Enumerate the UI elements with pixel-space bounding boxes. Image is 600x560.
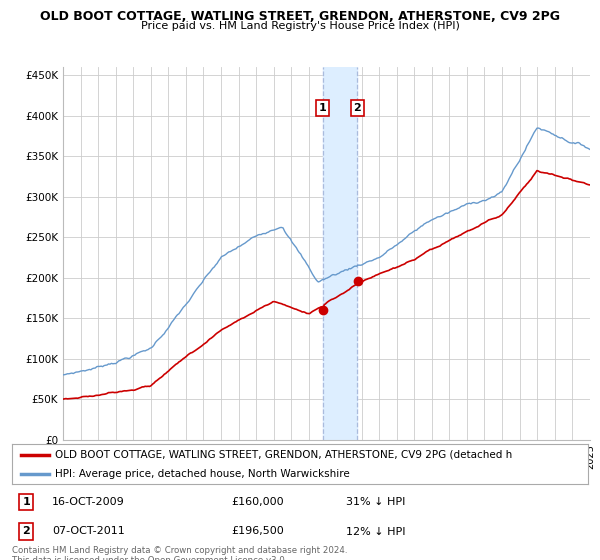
Text: HPI: Average price, detached house, North Warwickshire: HPI: Average price, detached house, Nort… xyxy=(55,469,350,478)
Text: 07-OCT-2011: 07-OCT-2011 xyxy=(52,526,125,536)
Text: £196,500: £196,500 xyxy=(231,526,284,536)
Text: 2: 2 xyxy=(23,526,30,536)
Text: 16-OCT-2009: 16-OCT-2009 xyxy=(52,497,125,507)
Text: 1: 1 xyxy=(319,103,326,113)
Text: Price paid vs. HM Land Registry's House Price Index (HPI): Price paid vs. HM Land Registry's House … xyxy=(140,21,460,31)
Text: Contains HM Land Registry data © Crown copyright and database right 2024.
This d: Contains HM Land Registry data © Crown c… xyxy=(12,546,347,560)
Text: 2: 2 xyxy=(353,103,361,113)
Text: 31% ↓ HPI: 31% ↓ HPI xyxy=(346,497,406,507)
Text: 12% ↓ HPI: 12% ↓ HPI xyxy=(346,526,406,536)
Text: £160,000: £160,000 xyxy=(231,497,284,507)
Text: OLD BOOT COTTAGE, WATLING STREET, GRENDON, ATHERSTONE, CV9 2PG (detached h: OLD BOOT COTTAGE, WATLING STREET, GRENDO… xyxy=(55,450,512,460)
Bar xyxy=(323,67,358,440)
Text: 1: 1 xyxy=(23,497,30,507)
Text: OLD BOOT COTTAGE, WATLING STREET, GRENDON, ATHERSTONE, CV9 2PG: OLD BOOT COTTAGE, WATLING STREET, GRENDO… xyxy=(40,10,560,22)
